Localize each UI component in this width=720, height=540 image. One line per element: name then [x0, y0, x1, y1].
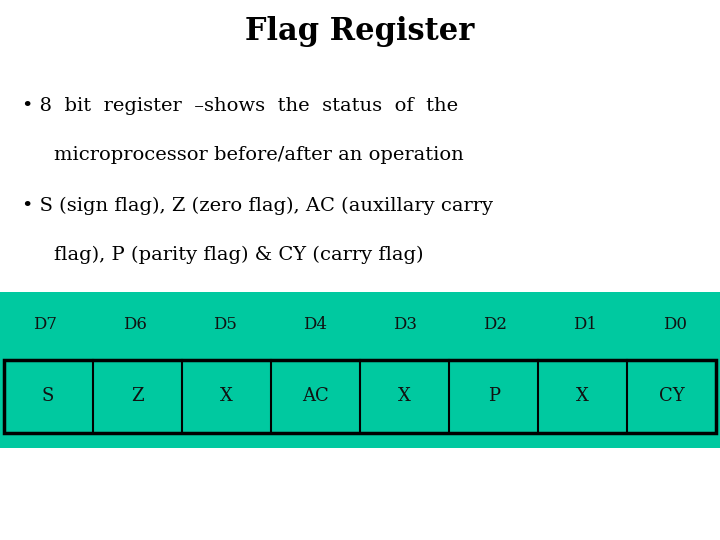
Text: D1: D1	[573, 316, 597, 333]
Text: S: S	[42, 387, 54, 405]
Text: flag), P (parity flag) & CY (carry flag): flag), P (parity flag) & CY (carry flag)	[54, 246, 423, 264]
Text: microprocessor before/after an operation: microprocessor before/after an operation	[54, 146, 464, 164]
Text: D3: D3	[393, 316, 417, 333]
Bar	[4, 360, 716, 433]
Text: Flag Register: Flag Register	[246, 16, 474, 47]
Text: D6: D6	[123, 316, 147, 333]
Text: D4: D4	[303, 316, 327, 333]
Text: X: X	[576, 387, 589, 405]
Bar	[0, 292, 720, 448]
Text: AC: AC	[302, 387, 329, 405]
Text: X: X	[220, 387, 233, 405]
Text: • 8  bit  register  –shows  the  status  of  the: • 8 bit register –shows the status of th…	[22, 97, 458, 115]
Text: CY: CY	[659, 387, 685, 405]
Text: X: X	[398, 387, 411, 405]
Text: P: P	[487, 387, 500, 405]
Text: D5: D5	[213, 316, 237, 333]
Text: • S (sign flag), Z (zero flag), AC (auxillary carry: • S (sign flag), Z (zero flag), AC (auxi…	[22, 197, 492, 215]
Text: D7: D7	[33, 316, 57, 333]
Text: D0: D0	[663, 316, 687, 333]
Text: Z: Z	[131, 387, 143, 405]
Text: D2: D2	[483, 316, 507, 333]
